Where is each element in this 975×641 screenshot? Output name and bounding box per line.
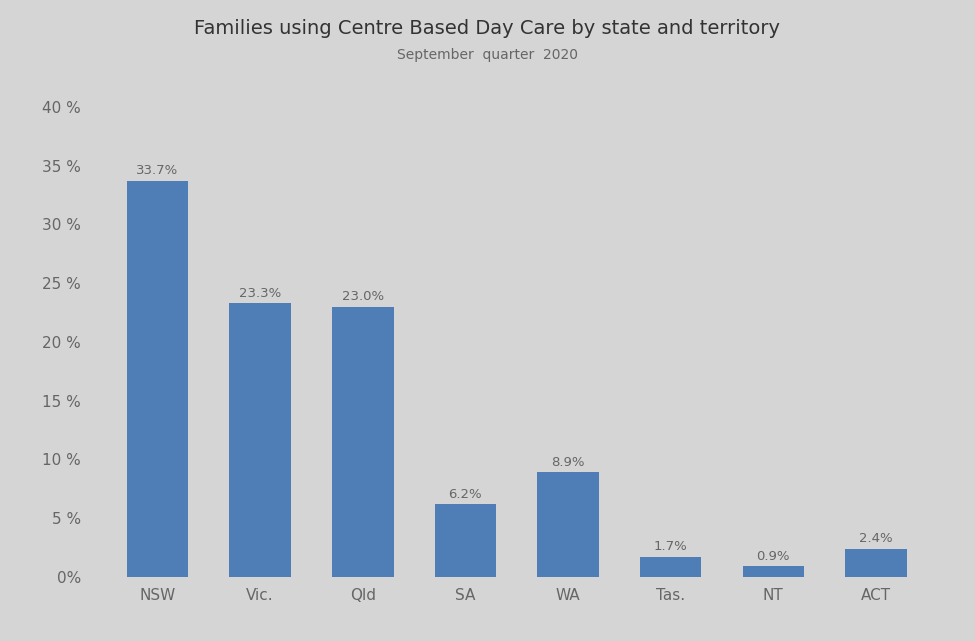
Bar	[229, 303, 291, 577]
Bar	[332, 306, 394, 577]
Bar	[537, 472, 599, 577]
Bar	[435, 504, 496, 577]
Text: 8.9%: 8.9%	[551, 456, 585, 469]
Text: 33.7%: 33.7%	[136, 164, 178, 178]
Text: 2.4%: 2.4%	[859, 532, 893, 545]
Text: 6.2%: 6.2%	[448, 488, 483, 501]
Text: 23.3%: 23.3%	[239, 287, 282, 299]
Text: 23.0%: 23.0%	[342, 290, 384, 303]
Text: 1.7%: 1.7%	[654, 540, 687, 553]
Text: 0.9%: 0.9%	[757, 550, 790, 563]
Bar	[640, 557, 701, 577]
Text: September  quarter  2020: September quarter 2020	[397, 48, 578, 62]
Text: Families using Centre Based Day Care by state and territory: Families using Centre Based Day Care by …	[194, 19, 781, 38]
Bar	[845, 549, 907, 577]
Bar	[127, 181, 188, 577]
Bar	[743, 567, 804, 577]
